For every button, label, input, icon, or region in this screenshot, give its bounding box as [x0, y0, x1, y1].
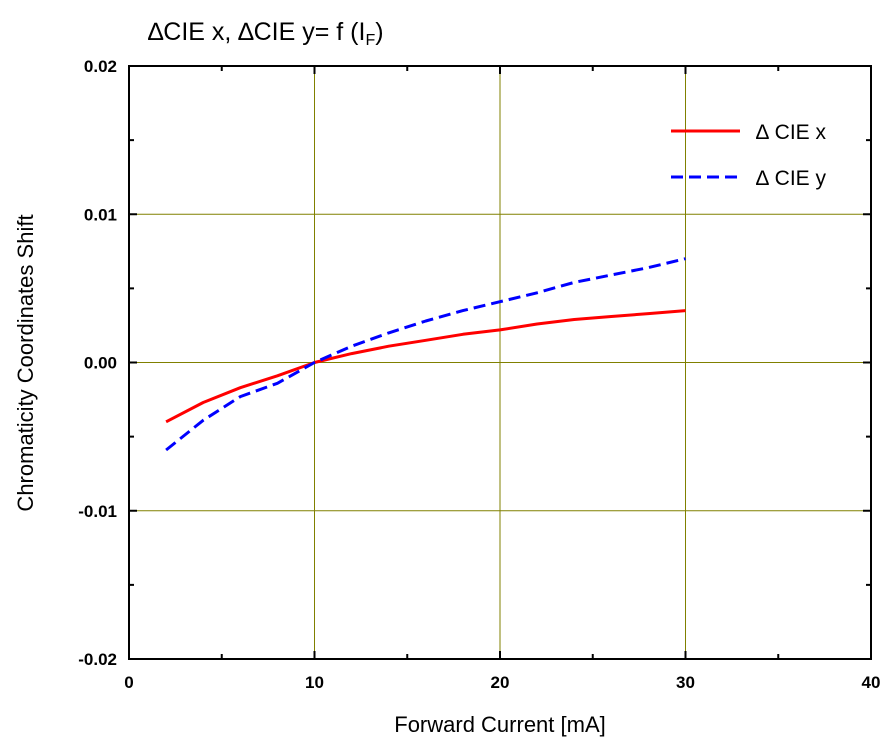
- chart-title: ∆CIE x, ∆CIE y= f (IF): [148, 18, 384, 49]
- x-tick-label: 40: [862, 673, 881, 692]
- y-tick-label: -0.02: [78, 650, 117, 669]
- x-tick-label: 0: [124, 673, 133, 692]
- y-tick-label: 0.02: [84, 57, 117, 76]
- legend: ∆ CIE x ∆ CIE y: [671, 121, 827, 190]
- ticks: 0 10 20 30 40 -0.02 -0.01 0.00 0.01 0.02: [78, 57, 880, 692]
- grid: [129, 66, 871, 659]
- x-axis-label: Forward Current [mA]: [394, 712, 606, 737]
- y-axis-label: Chromaticity Coordinates Shift: [13, 214, 38, 511]
- x-tick-label: 20: [491, 673, 510, 692]
- x-tick-label: 30: [676, 673, 695, 692]
- y-tick-label: 0.00: [84, 354, 117, 373]
- series-layer: [165, 257, 686, 452]
- chart-title-main: ∆CIE x, ∆CIE y= f (I: [148, 18, 365, 46]
- chart-title-subscript: F: [365, 32, 375, 49]
- legend-label-2: ∆ CIE y: [756, 167, 827, 190]
- y-tick-label: 0.01: [84, 205, 117, 224]
- series-line-2: [165, 257, 686, 452]
- legend-label-1: ∆ CIE x: [756, 121, 827, 144]
- y-tick-label: -0.01: [78, 502, 117, 521]
- chart-title-close: ): [375, 18, 383, 46]
- series-line-1: [165, 309, 686, 424]
- x-tick-label: 10: [305, 673, 324, 692]
